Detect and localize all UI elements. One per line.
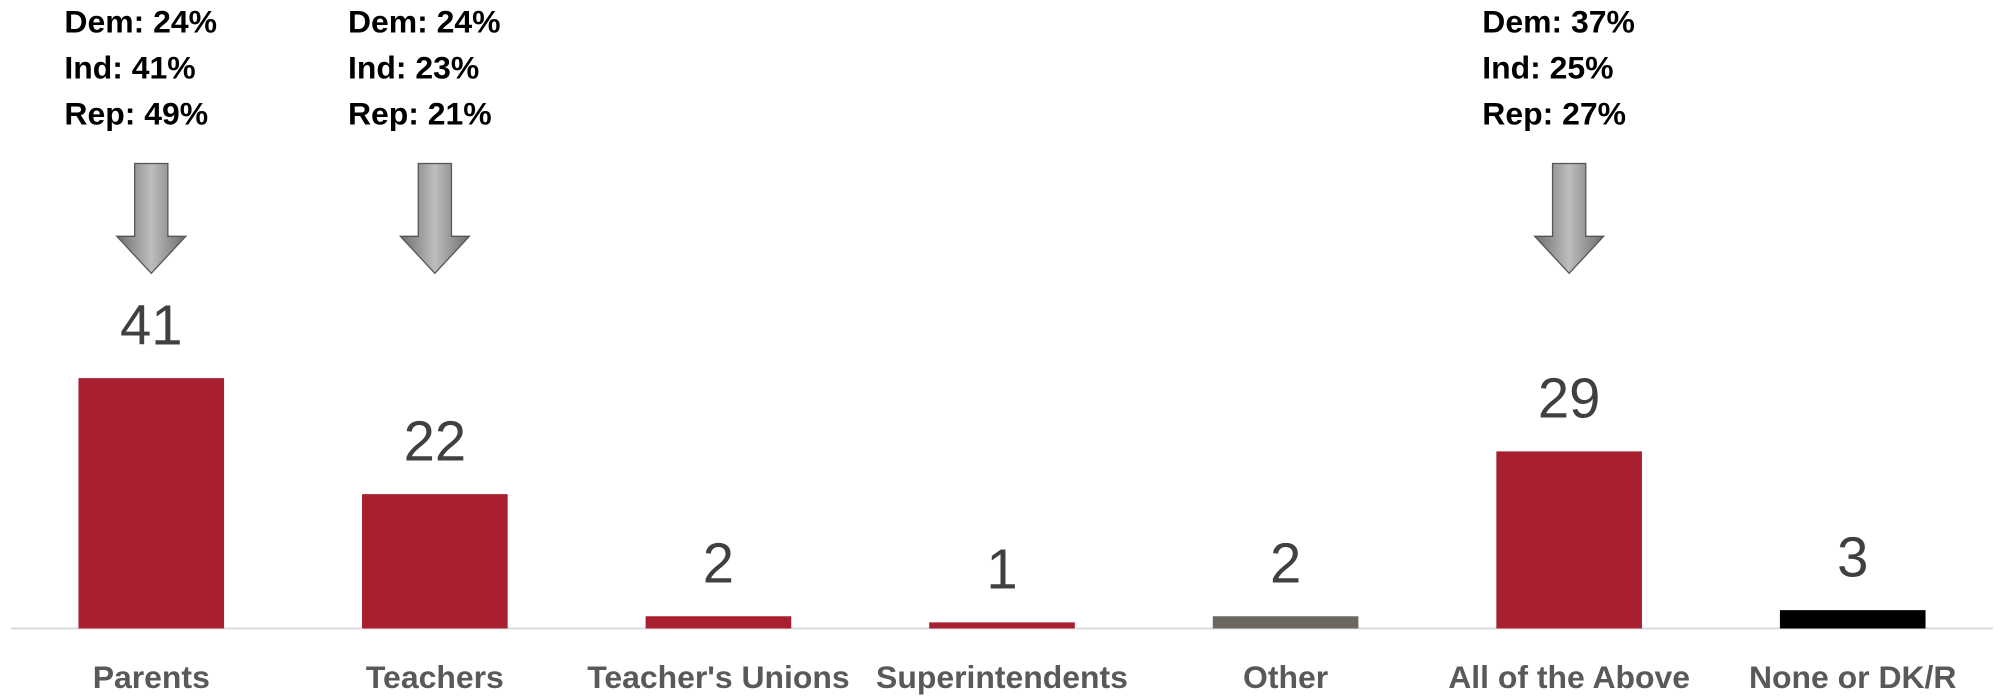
value-label: 29 xyxy=(1538,367,1601,430)
x-tick-label: Teacher's Unions xyxy=(587,659,849,695)
value-label: 3 xyxy=(1837,525,1868,588)
annotation: Rep: 27% xyxy=(1482,96,1626,132)
x-tick-label: Teachers xyxy=(366,659,504,695)
x-tick-label: Parents xyxy=(93,659,210,695)
x-tick-label: All of the Above xyxy=(1448,659,1690,695)
value-label: 1 xyxy=(986,538,1017,601)
arrow xyxy=(1533,162,1606,275)
arrow xyxy=(398,162,471,275)
x-tick-label: Other xyxy=(1243,659,1328,695)
bar xyxy=(1212,616,1359,629)
x-tick-label: None or DK/R xyxy=(1749,659,1957,695)
value-label: 2 xyxy=(703,532,734,595)
annotation: Rep: 49% xyxy=(64,96,208,132)
annotation: Ind: 23% xyxy=(348,50,479,86)
annotation: Dem: 24% xyxy=(64,4,217,40)
value-label: 2 xyxy=(1270,532,1301,595)
value-label: 22 xyxy=(404,409,467,472)
arrow xyxy=(115,162,188,275)
bar xyxy=(645,616,792,629)
bar xyxy=(78,378,225,629)
annotation: Dem: 24% xyxy=(348,4,501,40)
value-label: 41 xyxy=(120,293,183,356)
annotation: Rep: 21% xyxy=(348,96,492,132)
bar xyxy=(929,622,1075,629)
bar xyxy=(1496,451,1642,629)
annotation: Ind: 25% xyxy=(1482,50,1613,86)
bar xyxy=(362,494,508,629)
bar xyxy=(1779,610,1926,629)
annotation: Ind: 41% xyxy=(64,50,195,86)
annotation: Dem: 37% xyxy=(1482,4,1635,40)
x-tick-label: Superintendents xyxy=(876,659,1128,695)
